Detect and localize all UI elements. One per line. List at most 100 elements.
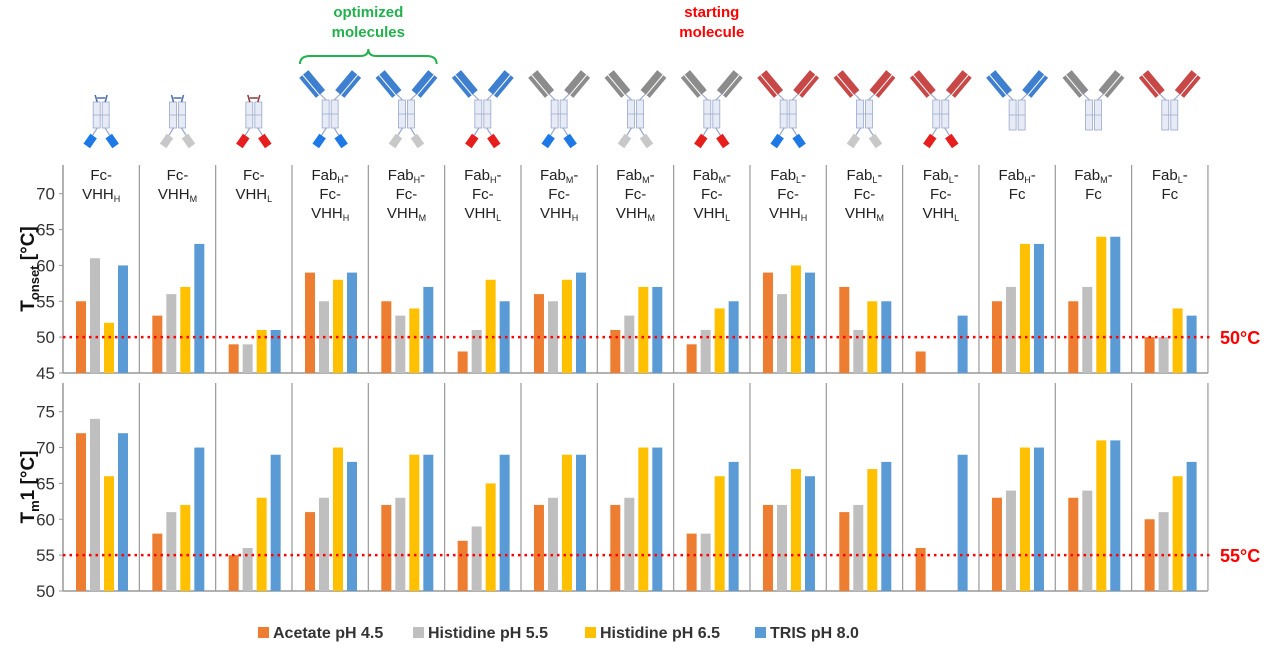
category-label: Fc- bbox=[548, 186, 570, 203]
fab-arm bbox=[451, 70, 478, 98]
bar bbox=[194, 447, 205, 591]
fab-divider bbox=[378, 74, 397, 96]
bar bbox=[457, 351, 468, 373]
bar bbox=[1172, 476, 1183, 591]
bar bbox=[194, 243, 205, 373]
fab-arm bbox=[869, 70, 896, 98]
bar bbox=[318, 497, 329, 591]
bar bbox=[915, 547, 926, 591]
fab-divider bbox=[951, 74, 969, 96]
bar bbox=[471, 329, 482, 373]
antibody-icon bbox=[986, 70, 1049, 131]
linker bbox=[409, 127, 416, 137]
category-label: FabM- bbox=[1074, 167, 1112, 185]
category-label: Fc- bbox=[701, 186, 723, 203]
bar bbox=[610, 329, 621, 373]
fab-arm bbox=[604, 70, 631, 98]
antibody-icon bbox=[1062, 70, 1125, 131]
vhh-domain bbox=[487, 133, 501, 149]
antibody-icon bbox=[680, 70, 743, 149]
legend-swatch bbox=[258, 627, 269, 638]
antibody-icon bbox=[833, 70, 896, 149]
legend-label: Histidine pH 5.5 bbox=[428, 625, 548, 642]
bar bbox=[776, 504, 787, 591]
bar bbox=[610, 504, 621, 591]
bar bbox=[1186, 315, 1197, 373]
legend-label: Acetate pH 4.5 bbox=[273, 625, 383, 642]
vhh-domain bbox=[388, 133, 403, 149]
bar bbox=[104, 476, 114, 591]
vhh-domain bbox=[694, 133, 708, 149]
legend-swatch bbox=[413, 627, 424, 638]
bar bbox=[409, 308, 420, 373]
bar bbox=[839, 512, 850, 591]
bar bbox=[1110, 440, 1121, 591]
bar bbox=[1158, 337, 1169, 373]
category-label: Fc- bbox=[167, 167, 189, 184]
antibody-icon bbox=[299, 70, 362, 149]
y-tick-label: 65 bbox=[36, 474, 55, 493]
fab-arm bbox=[640, 70, 667, 98]
fab-arm bbox=[487, 70, 514, 98]
bar bbox=[395, 315, 406, 373]
annotation-brace bbox=[298, 48, 438, 65]
bar bbox=[485, 483, 496, 591]
linker bbox=[396, 127, 403, 137]
fab-divider bbox=[531, 74, 549, 96]
fab-divider bbox=[416, 74, 435, 96]
vhh-domain bbox=[945, 133, 959, 149]
category-label: Fc- bbox=[243, 167, 265, 184]
bar bbox=[700, 329, 711, 373]
bar bbox=[1033, 243, 1044, 373]
fab-divider bbox=[1027, 74, 1046, 96]
bar bbox=[381, 301, 392, 373]
bar bbox=[471, 526, 482, 591]
category-label: Fc- bbox=[777, 186, 799, 203]
vhh-domain bbox=[639, 133, 654, 149]
bar bbox=[1110, 236, 1121, 373]
bar bbox=[304, 512, 315, 591]
bar bbox=[957, 315, 968, 373]
bar bbox=[242, 344, 253, 373]
bar bbox=[485, 279, 496, 373]
fab-arm bbox=[335, 70, 362, 98]
bar bbox=[915, 351, 926, 373]
bar bbox=[304, 272, 315, 373]
bar bbox=[1096, 236, 1107, 373]
category-label: FabM- bbox=[616, 167, 654, 185]
linker bbox=[180, 127, 188, 137]
vhh-domain bbox=[846, 133, 861, 149]
category-label: Fc- bbox=[90, 167, 112, 184]
fab-arm bbox=[757, 70, 784, 98]
fab-divider bbox=[340, 74, 359, 96]
bar bbox=[332, 279, 343, 373]
hinge bbox=[94, 94, 108, 103]
bar bbox=[166, 512, 177, 591]
bar bbox=[776, 294, 787, 373]
fab-divider bbox=[912, 74, 931, 96]
linker bbox=[715, 127, 722, 137]
bar bbox=[547, 497, 558, 591]
category-label: VHHL bbox=[693, 205, 730, 223]
bar bbox=[853, 329, 864, 373]
category-label: FabL- bbox=[1152, 167, 1188, 185]
category-label: FabM- bbox=[693, 167, 731, 185]
linker bbox=[791, 127, 798, 137]
bar bbox=[1019, 243, 1030, 373]
bar bbox=[804, 476, 815, 591]
fab-arm bbox=[1098, 70, 1125, 98]
bar bbox=[104, 322, 114, 373]
bar bbox=[346, 272, 357, 373]
legend-swatch bbox=[755, 627, 766, 638]
fab-divider bbox=[1103, 74, 1122, 96]
fab-divider bbox=[454, 74, 473, 96]
linker bbox=[333, 127, 340, 137]
bar bbox=[714, 308, 725, 373]
category-label: Fc bbox=[1009, 186, 1026, 203]
fab-divider bbox=[1065, 74, 1084, 96]
fab-divider bbox=[683, 74, 702, 96]
fab-arm bbox=[680, 70, 707, 98]
bar bbox=[881, 301, 892, 373]
fab-arm bbox=[986, 70, 1013, 98]
linker bbox=[549, 127, 556, 137]
